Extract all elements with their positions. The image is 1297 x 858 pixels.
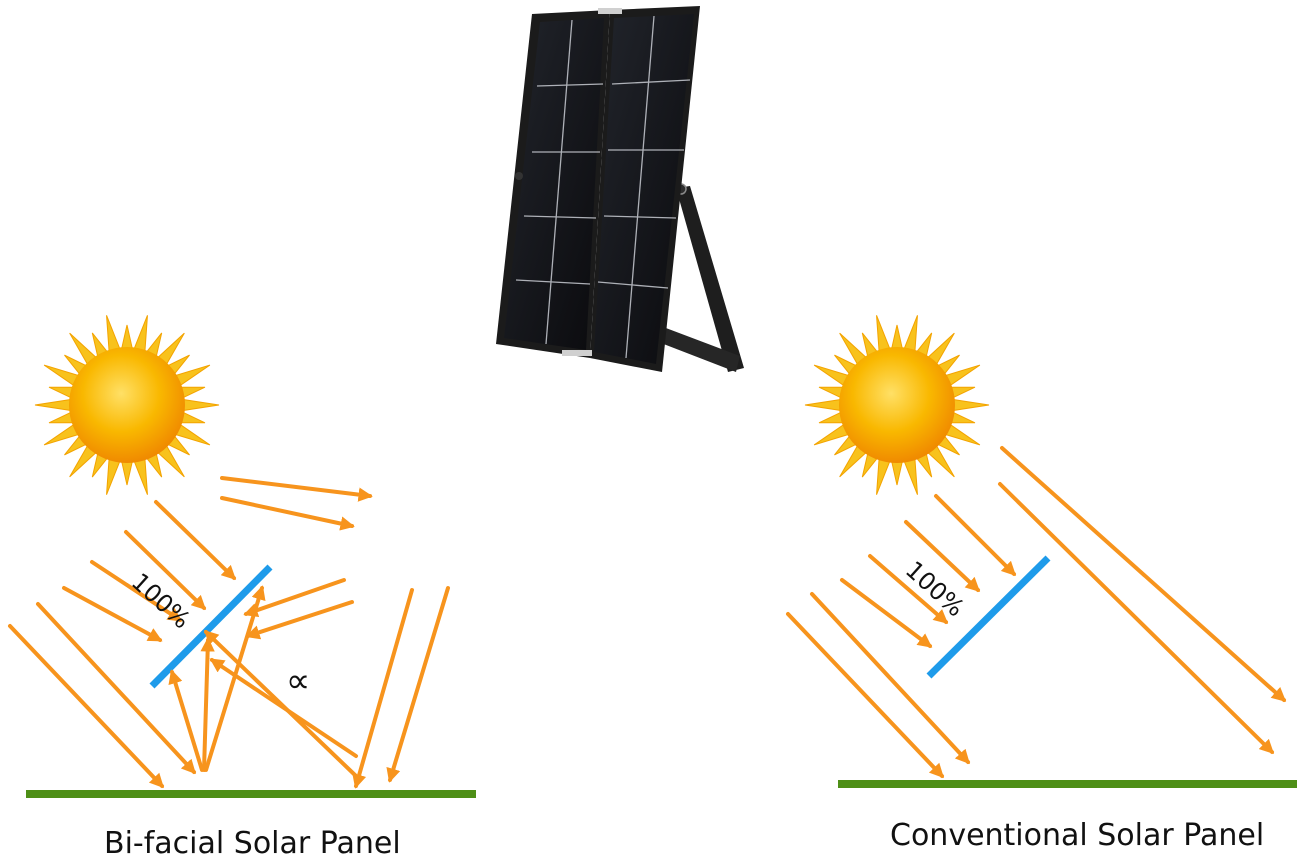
module-cell-grid xyxy=(515,15,691,359)
module-side-knob xyxy=(515,172,523,180)
sun-ray-petal xyxy=(180,398,220,412)
module-stand-base xyxy=(648,322,740,372)
bifacial-caption: Bi-facial Solar Panel xyxy=(104,826,401,858)
ray xyxy=(90,560,183,622)
ray xyxy=(1000,446,1287,702)
ray xyxy=(245,600,354,640)
sun-ray-petal xyxy=(950,398,990,412)
module-cells-left xyxy=(504,18,604,350)
ray xyxy=(934,494,1017,577)
ray xyxy=(386,586,450,783)
module-top-tab xyxy=(598,8,622,14)
ray xyxy=(8,624,164,789)
ray xyxy=(810,592,970,765)
conventional-caption: Conventional Solar Panel xyxy=(890,818,1265,853)
ray xyxy=(220,476,373,502)
bifacial-percent-label: 100% xyxy=(126,568,196,635)
ray xyxy=(200,637,215,772)
ray xyxy=(203,630,358,778)
module-cells-right xyxy=(594,14,694,364)
sun-ray-petal xyxy=(34,398,74,412)
conventional-panel-line xyxy=(926,555,1051,679)
module-bottom-tab xyxy=(562,350,592,356)
sun-icon xyxy=(34,315,220,495)
ray xyxy=(998,482,1275,755)
ray xyxy=(204,585,266,772)
ray xyxy=(786,612,944,779)
ray xyxy=(36,602,196,775)
ray xyxy=(352,588,414,789)
ray xyxy=(154,500,237,581)
bifacial-panel-line xyxy=(149,564,273,689)
solar-module-illustration xyxy=(496,6,744,372)
ray xyxy=(124,530,207,611)
ray xyxy=(168,669,204,772)
ray xyxy=(243,578,346,618)
ray xyxy=(220,496,355,531)
ray xyxy=(904,520,981,592)
ray xyxy=(840,578,933,648)
conventional-rays xyxy=(786,446,1287,779)
ray xyxy=(62,586,163,642)
sun-ray-petal xyxy=(804,398,844,412)
module-stand-leg xyxy=(676,186,744,372)
bifacial-rays xyxy=(8,476,450,789)
sun-icon xyxy=(804,315,990,495)
albedo-symbol: ∝ xyxy=(286,661,310,701)
ray xyxy=(868,554,949,624)
